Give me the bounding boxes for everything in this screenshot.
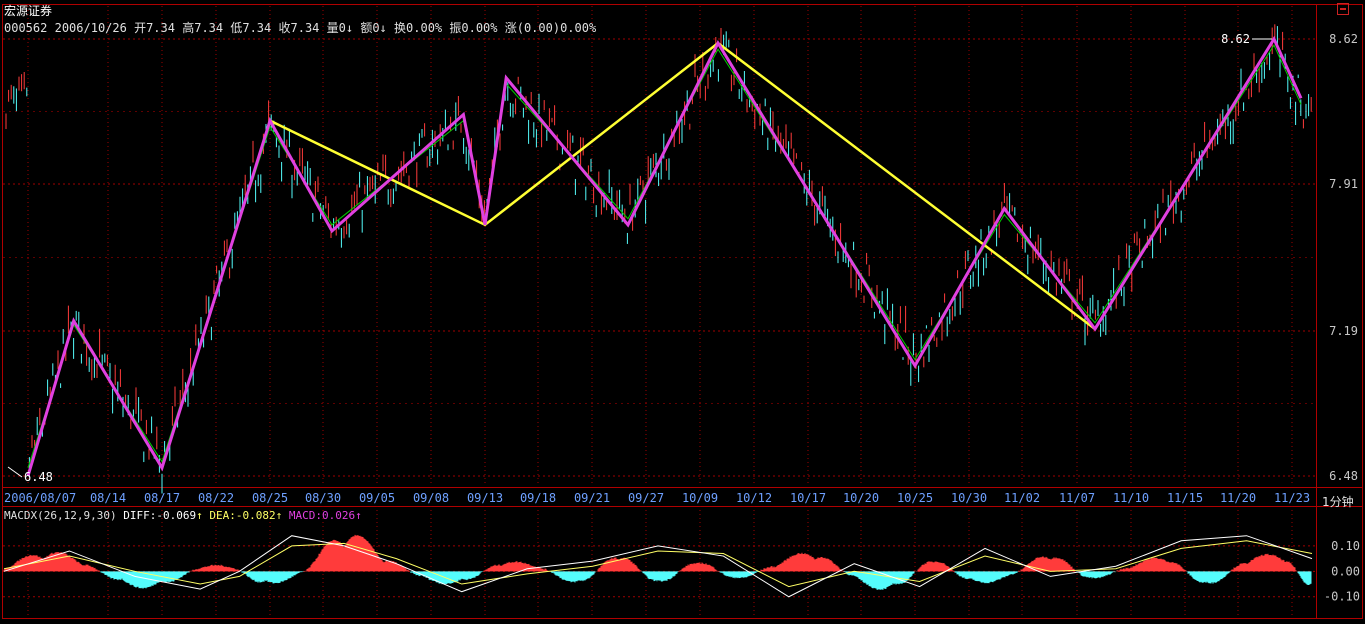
date-tick-label: 11/20 [1220,491,1256,505]
date-tick-label: 08/25 [252,491,288,505]
macd-value: 0.026 [321,509,356,522]
price-tick-label: 8.62 [1329,32,1358,46]
date-tick-label: 2006/08/07 [4,491,76,505]
ma-line [27,44,1302,468]
quote-amplitude: 振0.00% [449,21,498,35]
date-tick-label: 10/09 [682,491,718,505]
low-annotation: 6.48 [24,470,53,484]
date-tick-label: 10/12 [736,491,772,505]
date-tick-label: 10/20 [843,491,879,505]
date-tick-label: 09/08 [413,491,449,505]
date-tick-label: 09/21 [574,491,610,505]
price-tick-label: 7.91 [1329,177,1358,191]
period-selector[interactable]: 1分钟 [1322,495,1354,509]
zigzag-long-line [269,41,1096,330]
dea-value: -0.082 [235,509,276,522]
date-tick-label: 08/22 [198,491,234,505]
stock-code: 000562 [4,21,48,35]
quote-close: 收7.34 [278,21,320,35]
date-tick-label: 08/14 [90,491,126,505]
macd-tick-label: 0.00 [1331,564,1360,578]
date-tick-label: 10/17 [790,491,826,505]
high-annotation: 8.62 [1221,32,1250,46]
diff-label: DIFF: [123,509,157,522]
diff-line [3,535,1313,598]
dea-label: DEA: [209,509,236,522]
quote-volume: 量0↓ [326,21,354,35]
app-title: 宏源证券 [4,4,53,18]
price-tick-label: 6.48 [1329,469,1358,483]
date-tick-label: 09/27 [628,491,664,505]
quote-bar: 000562 2006/10/26 开7.34 高7.34 低7.34 收7.3… [4,19,596,36]
date-tick-label: 08/17 [144,491,180,505]
date-tick-label: 08/30 [305,491,341,505]
quote-change: 涨(0.00)0.00% [504,21,597,35]
date-tick-label: 11/23 [1274,491,1310,505]
low-marker [7,466,23,478]
quote-amount: 额0↓ [360,21,387,35]
date-tick-label: 10/25 [897,491,933,505]
zigzag-short-line [26,35,1303,477]
date-tick-label: 09/13 [467,491,503,505]
quote-date: 2006/10/26 [54,21,127,35]
macd-legend: MACDX(26,12,9,30) DIFF:-0.069↑ DEA:-0.08… [4,509,362,522]
quote-low: 低7.34 [230,21,272,35]
date-tick-label: 11/02 [1004,491,1040,505]
date-tick-label: 09/18 [520,491,556,505]
date-tick-label: 11/07 [1059,491,1095,505]
macd-tick-label: 0.10 [1331,539,1360,553]
macd-label: MACD: [288,509,322,522]
date-tick-label: 11/10 [1113,491,1149,505]
macd-arrow: ↑ [355,509,362,522]
quote-turnover: 换0.00% [394,21,443,35]
date-tick-label: 10/30 [951,491,987,505]
quote-high: 高7.34 [182,21,224,35]
dea-arrow: ↑ [275,509,283,522]
macd-tick-label: -0.10 [1324,590,1360,604]
diff-arrow: ↑ [196,509,203,522]
date-tick-label: 11/15 [1167,491,1203,505]
macd-indicator-title: MACDX(26,12,9,30) [4,509,117,522]
minimize-icon[interactable] [1337,3,1349,15]
diff-value: -0.069 [156,509,197,522]
quote-open: 开7.34 [134,21,175,35]
date-tick-label: 09/05 [359,491,395,505]
price-tick-label: 7.19 [1329,324,1358,338]
outer-frame [2,4,1363,619]
